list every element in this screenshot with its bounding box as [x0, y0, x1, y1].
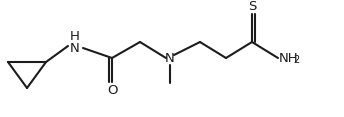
Text: NH: NH — [279, 51, 299, 64]
Text: N: N — [165, 51, 175, 64]
Text: 2: 2 — [293, 55, 299, 65]
Text: N: N — [70, 42, 80, 55]
Text: H: H — [70, 29, 80, 42]
Text: O: O — [107, 84, 117, 97]
Text: S: S — [248, 0, 256, 13]
